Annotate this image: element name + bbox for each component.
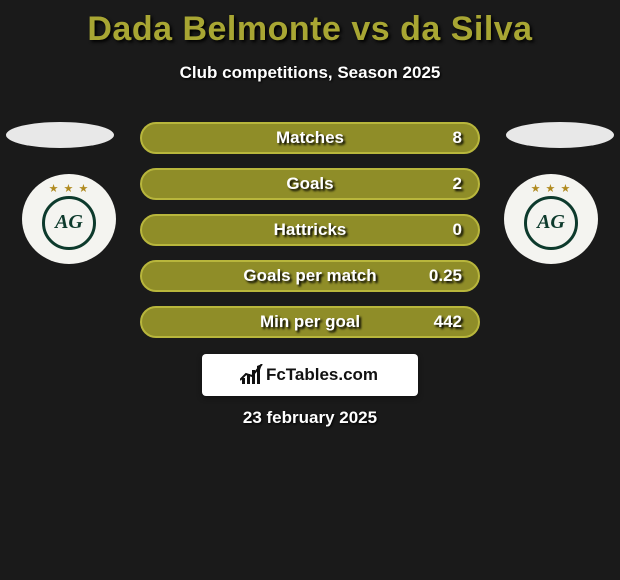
club-initials-right: AG — [537, 211, 565, 234]
stat-bar: Min per goal 442 — [140, 306, 480, 338]
brand-attribution: FcTables.com — [202, 354, 418, 396]
stat-label: Min per goal — [260, 312, 360, 332]
star-icon: ★ ★ ★ — [49, 182, 90, 195]
brand-text: FcTables.com — [266, 365, 378, 385]
stats-bars: Matches 8 Goals 2 Hattricks 0 Goals per … — [140, 122, 480, 352]
stat-label: Matches — [276, 128, 344, 148]
date-label: 23 february 2025 — [0, 408, 620, 428]
stat-value: 442 — [434, 312, 462, 332]
stat-label: Hattricks — [274, 220, 347, 240]
club-initials-left: AG — [55, 211, 83, 234]
stat-bar: Hattricks 0 — [140, 214, 480, 246]
stat-label: Goals per match — [243, 266, 376, 286]
stat-bar: Goals per match 0.25 — [140, 260, 480, 292]
stat-value: 8 — [453, 128, 462, 148]
star-icon: ★ ★ ★ — [531, 182, 572, 195]
stat-bar: Goals 2 — [140, 168, 480, 200]
stat-label: Goals — [286, 174, 333, 194]
bar-chart-icon — [242, 366, 260, 384]
player-right-avatar-placeholder — [506, 122, 614, 148]
stat-value: 2 — [453, 174, 462, 194]
player-left-avatar-placeholder — [6, 122, 114, 148]
page-title: Dada Belmonte vs da Silva — [0, 0, 620, 49]
player-right-club-badge: ★ ★ ★ AG — [504, 174, 598, 264]
player-left-club-badge: ★ ★ ★ AG — [22, 174, 116, 264]
stat-value: 0.25 — [429, 266, 462, 286]
subtitle: Club competitions, Season 2025 — [0, 63, 620, 83]
stat-value: 0 — [453, 220, 462, 240]
stat-bar: Matches 8 — [140, 122, 480, 154]
